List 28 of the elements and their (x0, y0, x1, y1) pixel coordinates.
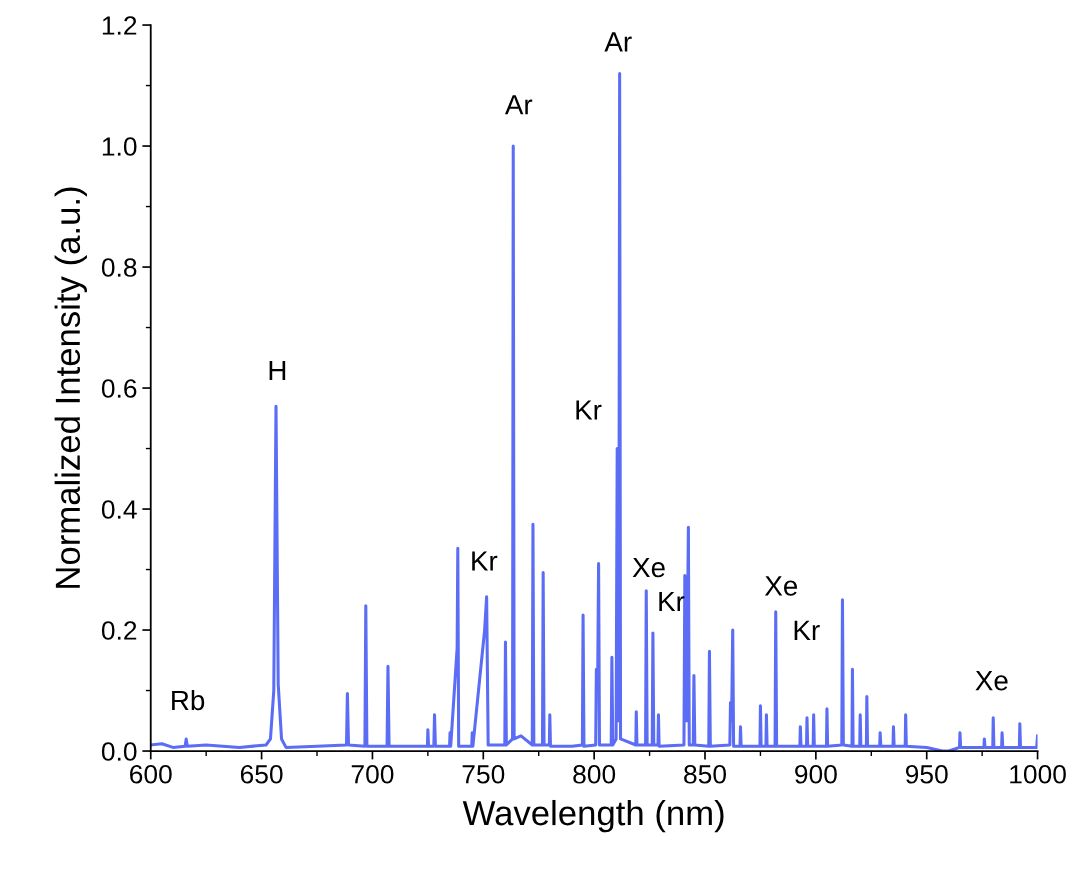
y-tick-label: 0.4 (101, 500, 137, 519)
annotation: Xe (764, 576, 798, 596)
x-axis-title: Wavelength (nm) (462, 799, 724, 833)
x-tick-label: 750 (462, 764, 505, 784)
annotation: Xe (632, 557, 665, 578)
annotation: Ar (504, 95, 533, 115)
annotation: Kr (472, 551, 498, 571)
x-tick-label: 900 (795, 764, 837, 784)
y-axis-title: Normalized Intensity (a.u.) (54, 187, 87, 588)
annotation: Xe (975, 671, 1008, 691)
y-tick-label: 0.2 (101, 621, 137, 640)
annotation: Ar (604, 32, 632, 52)
y-tick-label: 1.2 (102, 16, 137, 35)
x-tick-label: 950 (905, 764, 948, 784)
y-tick-label: 1.0 (102, 137, 137, 156)
x-tick-label: 650 (240, 764, 283, 784)
y-tick-label: 0.8 (101, 258, 137, 277)
annotation: Kr (794, 620, 820, 640)
x-tick-label: 700 (351, 764, 394, 784)
annotation: H (269, 360, 286, 381)
y-tick-label: 0.0 (101, 742, 137, 761)
x-tick-label: 850 (684, 764, 726, 784)
x-tick-label: 800 (573, 764, 616, 784)
annotation: Rb (172, 689, 205, 711)
x-tick-label: 600 (130, 764, 172, 784)
x-tick-label: 1000 (1010, 764, 1066, 784)
annotation: Kr (576, 400, 602, 420)
y-tick-label: 0.6 (101, 379, 137, 398)
